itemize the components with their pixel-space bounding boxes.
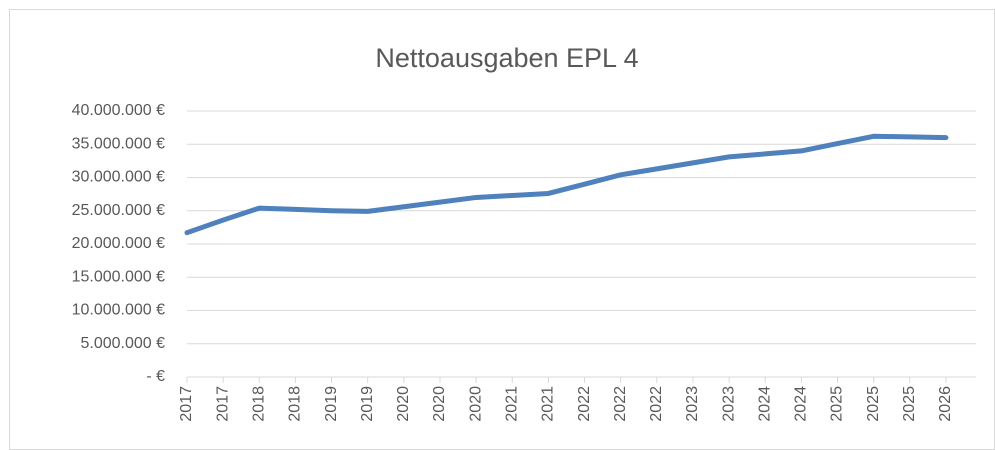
- x-tick-label: 2018: [287, 386, 304, 422]
- y-tick-label: 10.000.000 €: [72, 302, 166, 319]
- x-tick-label: 2024: [756, 386, 773, 422]
- x-tick-label: 2026: [937, 386, 954, 422]
- x-tick-label: 2023: [720, 386, 737, 422]
- chart-border: [9, 9, 995, 450]
- y-tick-label: 30.000.000 €: [72, 169, 166, 186]
- x-tick-label: 2021: [503, 386, 520, 422]
- x-tick-label: 2020: [431, 386, 448, 422]
- y-tick-label: 5.000.000 €: [80, 335, 165, 352]
- y-tick-label: 35.000.000 €: [72, 135, 166, 152]
- x-tick-label: 2024: [793, 386, 810, 422]
- chart-title: Nettoausgaben EPL 4: [375, 43, 638, 73]
- x-tick-label: 2017: [178, 386, 195, 422]
- x-tick-label: 2017: [214, 386, 231, 422]
- x-tick-label: 2025: [829, 386, 846, 422]
- x-tick-label: 2022: [576, 386, 593, 422]
- x-tick-label: 2019: [359, 386, 376, 422]
- x-tick-label: 2022: [648, 386, 665, 422]
- x-tick-label: 2019: [323, 386, 340, 422]
- line-series: [184, 133, 949, 236]
- x-tick-label: 2023: [684, 386, 701, 422]
- x-tick-label: 2025: [901, 386, 918, 422]
- y-tick-label: 15.000.000 €: [72, 268, 166, 285]
- y-tick-label: 25.000.000 €: [72, 202, 166, 219]
- x-tick-label: 2020: [467, 386, 484, 422]
- y-tick-label: 20.000.000 €: [72, 235, 166, 252]
- y-tick-label: 40.000.000 €: [72, 102, 166, 119]
- x-tick-label: 2022: [612, 386, 629, 422]
- x-tick-label: 2021: [540, 386, 557, 422]
- y-tick-label: - €: [146, 368, 165, 385]
- x-tick-label: 2020: [395, 386, 412, 422]
- x-tick-label: 2025: [865, 386, 882, 422]
- x-tick-label: 2018: [250, 386, 267, 422]
